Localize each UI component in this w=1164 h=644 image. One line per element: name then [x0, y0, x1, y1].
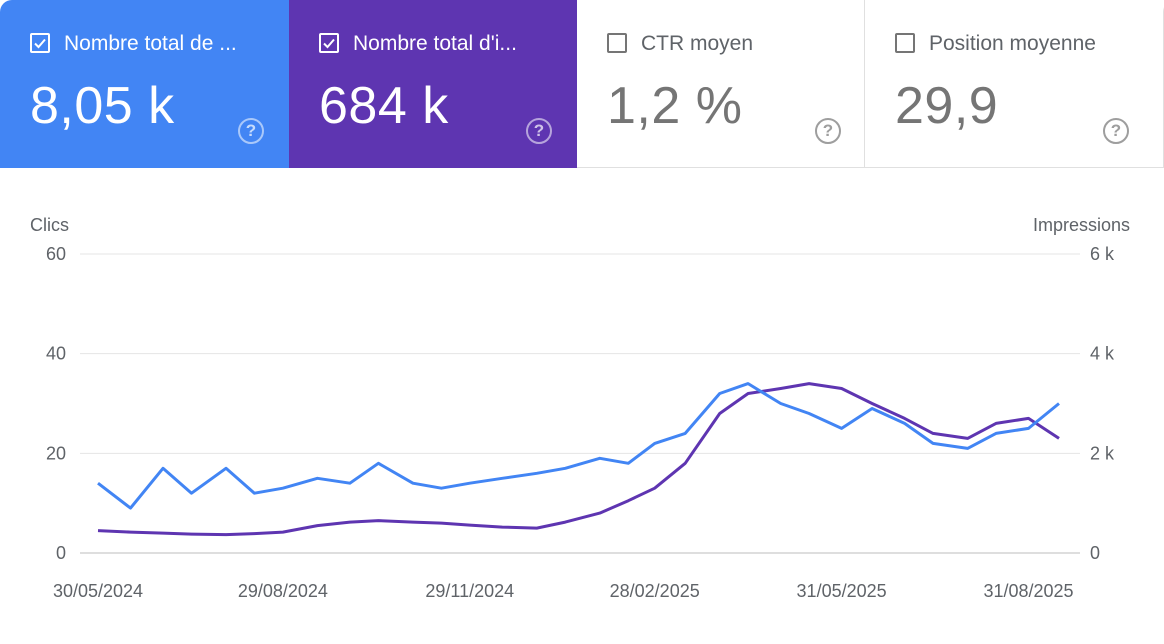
metric-label-position: Position moyenne [929, 32, 1096, 55]
x-tick-label: 29/11/2024 [425, 581, 514, 601]
left-tick-label: 20 [46, 443, 66, 463]
left-tick-label: 60 [46, 244, 66, 264]
right-tick-label: 0 [1090, 543, 1100, 563]
chart-labels: Clics Impressions 0 0 20 2 k 40 4 k 60 6 k 30/05/2… [30, 215, 1130, 601]
checkbox-ctr[interactable] [607, 33, 627, 53]
metric-tile-position[interactable]: Position moyenne 29,9 ? [865, 0, 1164, 168]
metric-value-ctr: 1,2 % [607, 77, 743, 135]
metric-value-impressions: 684 k [319, 77, 449, 135]
checkbox-impressions[interactable] [319, 33, 339, 53]
metric-tiles: Nombre total de ... 8,05 k ? Nombre tota… [0, 0, 1164, 169]
left-tick-label: 40 [46, 344, 66, 364]
metric-value-clicks: 8,05 k [30, 77, 175, 135]
right-tick-label: 4 k [1090, 344, 1115, 364]
x-tick-label: 31/05/2025 [797, 581, 887, 601]
x-tick-label: 29/08/2024 [238, 581, 328, 601]
help-icon[interactable]: ? [815, 118, 841, 144]
metric-label-ctr: CTR moyen [641, 32, 754, 55]
series-line-impressions [97, 382, 1060, 537]
metric-value-position: 29,9 [895, 77, 999, 135]
x-tick-label: 31/08/2025 [983, 581, 1073, 601]
x-tick-label: 28/02/2025 [610, 581, 700, 601]
right-axis-title: Impressions [1033, 215, 1130, 235]
metric-label-impressions: Nombre total d'i... [353, 32, 517, 55]
chart-lines [97, 382, 1060, 537]
metric-tile-clicks[interactable]: Nombre total de ... 8,05 k ? [0, 0, 289, 168]
performance-chart: Clics Impressions 0 0 20 2 k 40 4 k 60 6 k 30/05/2… [0, 169, 1164, 644]
left-axis-title: Clics [30, 215, 69, 235]
checkbox-position[interactable] [895, 33, 915, 53]
left-tick-label: 0 [56, 543, 66, 563]
x-tick-label: 30/05/2024 [53, 581, 143, 601]
metric-tile-ctr[interactable]: CTR moyen 1,2 % ? [577, 0, 865, 168]
check-icon [34, 38, 46, 49]
metric-label-clicks: Nombre total de ... [64, 32, 237, 55]
chart-grid [80, 253, 1080, 554]
metric-tile-impressions[interactable]: Nombre total d'i... 684 k ? [289, 0, 577, 168]
right-tick-label: 6 k [1090, 244, 1115, 264]
checkbox-clicks[interactable] [30, 33, 50, 53]
chart-svg: Clics Impressions 0 0 20 2 k 40 4 k 60 6 k 30/05/2… [30, 215, 1130, 601]
help-icon[interactable]: ? [238, 118, 264, 144]
right-tick-label: 2 k [1090, 443, 1115, 463]
help-icon[interactable]: ? [526, 118, 552, 144]
check-icon [323, 38, 335, 49]
help-icon[interactable]: ? [1103, 118, 1129, 144]
series-line-clicks [97, 382, 1060, 510]
